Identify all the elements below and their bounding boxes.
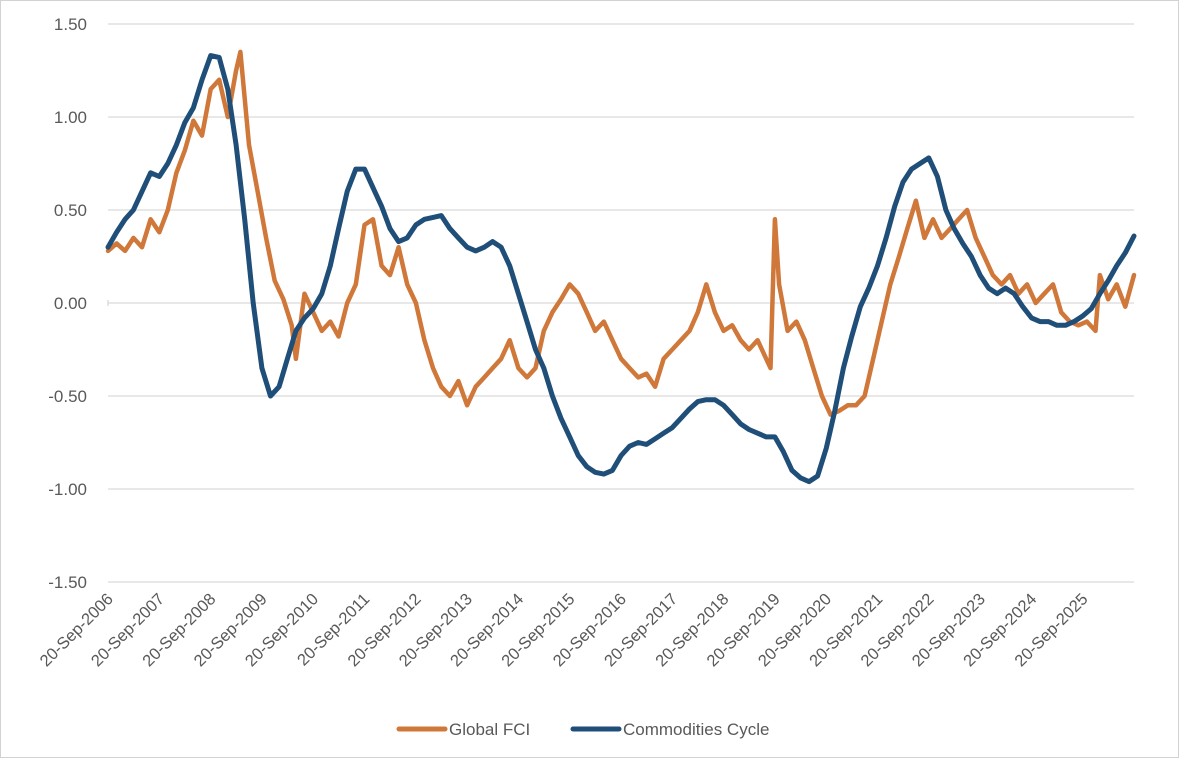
y-tick-label: -1.50	[48, 573, 87, 592]
y-tick-label: 0.00	[54, 294, 87, 313]
x-axis-tick-labels: 20-Sep-200620-Sep-200720-Sep-200820-Sep-…	[37, 590, 1092, 670]
series-line-global-fci	[105, 49, 1137, 417]
y-tick-label: 0.50	[54, 201, 87, 220]
y-tick-label: -1.00	[48, 480, 87, 499]
y-tick-label: -0.50	[48, 387, 87, 406]
gridlines	[107, 23, 1134, 583]
legend-label-commodities-cycle: Commodities Cycle	[623, 720, 769, 739]
series-lines	[105, 49, 1137, 485]
y-tick-label: 1.00	[54, 108, 87, 127]
series-line-commodities-cycle	[105, 53, 1137, 485]
y-tick-label: 1.50	[54, 15, 87, 34]
y-axis-tick-labels: 1.50 1.00 0.50 0.00 -0.50 -1.00 -1.50	[48, 15, 87, 592]
legend-label-global-fci: Global FCI	[449, 720, 530, 739]
legend: Global FCI Commodities Cycle	[396, 720, 769, 739]
